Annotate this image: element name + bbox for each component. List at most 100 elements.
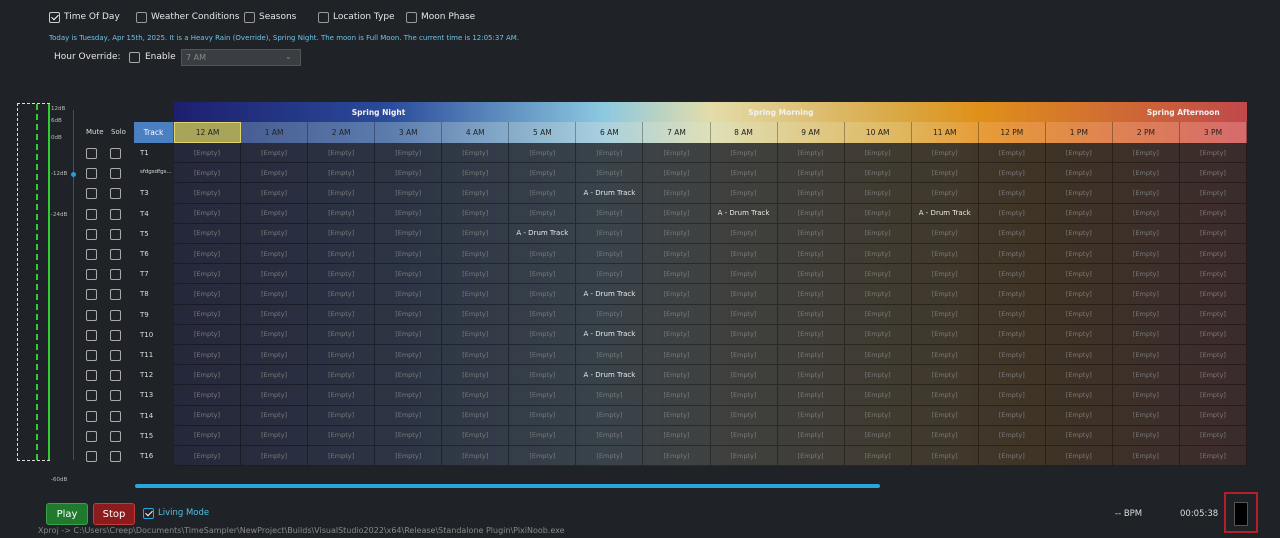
empty-slot[interactable]: [Empty] <box>710 345 778 366</box>
empty-slot[interactable]: [Empty] <box>1179 284 1247 305</box>
empty-slot[interactable]: [Empty] <box>1112 203 1180 224</box>
enable-checkbox[interactable] <box>129 52 140 63</box>
empty-slot[interactable]: [Empty] <box>241 284 309 305</box>
empty-slot[interactable]: [Empty] <box>576 143 644 164</box>
empty-slot[interactable]: [Empty] <box>576 385 644 406</box>
solo-checkbox[interactable] <box>110 148 121 159</box>
mute-checkbox[interactable] <box>86 309 97 321</box>
empty-slot[interactable]: [Empty] <box>308 365 376 386</box>
scrollbar[interactable] <box>135 484 880 488</box>
empty-slot[interactable]: [Empty] <box>911 365 979 386</box>
empty-slot[interactable]: [Empty] <box>978 324 1046 345</box>
empty-slot[interactable]: [Empty] <box>911 405 979 426</box>
empty-slot[interactable]: [Empty] <box>978 385 1046 406</box>
empty-slot[interactable]: [Empty] <box>643 345 711 366</box>
empty-slot[interactable]: [Empty] <box>643 244 711 265</box>
empty-slot[interactable]: [Empty] <box>509 284 577 305</box>
empty-slot[interactable]: [Empty] <box>777 425 845 446</box>
track-name[interactable]: T1 <box>140 149 149 157</box>
empty-slot[interactable]: [Empty] <box>1045 304 1113 325</box>
empty-slot[interactable]: [Empty] <box>710 244 778 265</box>
empty-slot[interactable]: [Empty] <box>978 284 1046 305</box>
empty-slot[interactable]: [Empty] <box>911 385 979 406</box>
empty-slot[interactable]: [Empty] <box>777 203 845 224</box>
solo-checkbox[interactable] <box>110 370 121 382</box>
hour-select[interactable]: 7 AM <box>181 49 301 66</box>
empty-slot[interactable]: [Empty] <box>1179 324 1247 345</box>
empty-slot[interactable]: [Empty] <box>777 223 845 244</box>
empty-slot[interactable]: [Empty] <box>1112 405 1180 426</box>
empty-slot[interactable]: [Empty] <box>375 163 443 184</box>
empty-slot[interactable]: [Empty] <box>777 304 845 325</box>
empty-slot[interactable]: [Empty] <box>375 405 443 426</box>
empty-slot[interactable]: [Empty] <box>643 143 711 164</box>
empty-slot[interactable]: [Empty] <box>1112 244 1180 265</box>
empty-slot[interactable]: [Empty] <box>911 264 979 285</box>
filter-checkbox[interactable] <box>49 12 60 23</box>
empty-slot[interactable]: [Empty] <box>643 284 711 305</box>
filter-checkbox[interactable] <box>406 12 417 23</box>
empty-slot[interactable]: [Empty] <box>241 425 309 446</box>
empty-slot[interactable]: [Empty] <box>844 345 912 366</box>
empty-slot[interactable]: [Empty] <box>777 284 845 305</box>
track-name[interactable]: T9 <box>140 310 149 319</box>
empty-slot[interactable]: [Empty] <box>509 365 577 386</box>
empty-slot[interactable]: [Empty] <box>308 163 376 184</box>
empty-slot[interactable]: [Empty] <box>308 324 376 345</box>
empty-slot[interactable]: [Empty] <box>1179 304 1247 325</box>
empty-slot[interactable]: [Empty] <box>1179 203 1247 224</box>
resize-box[interactable] <box>1224 492 1258 533</box>
empty-slot[interactable]: [Empty] <box>308 405 376 426</box>
mute-checkbox[interactable] <box>86 430 97 442</box>
empty-slot[interactable]: [Empty] <box>174 264 242 285</box>
empty-slot[interactable]: [Empty] <box>710 143 778 164</box>
empty-slot[interactable]: [Empty] <box>911 244 979 265</box>
mute-checkbox[interactable] <box>86 228 97 240</box>
empty-slot[interactable]: [Empty] <box>174 304 242 325</box>
empty-slot[interactable]: [Empty] <box>375 324 443 345</box>
empty-slot[interactable]: [Empty] <box>174 425 242 446</box>
empty-slot[interactable]: [Empty] <box>174 385 242 406</box>
empty-slot[interactable]: [Empty] <box>442 244 510 265</box>
empty-slot[interactable]: [Empty] <box>643 264 711 285</box>
track-name[interactable]: sfdgsdfgs... <box>140 169 172 176</box>
empty-slot[interactable]: [Empty] <box>375 425 443 446</box>
solo-checkbox[interactable] <box>110 410 121 422</box>
solo-checkbox[interactable] <box>110 430 121 442</box>
empty-slot[interactable]: [Empty] <box>777 163 845 184</box>
mute-checkbox[interactable] <box>86 451 97 462</box>
empty-slot[interactable]: [Empty] <box>710 223 778 244</box>
empty-slot[interactable]: [Empty] <box>844 244 912 265</box>
empty-slot[interactable]: [Empty] <box>1045 405 1113 426</box>
empty-slot[interactable]: [Empty] <box>844 284 912 305</box>
empty-slot[interactable]: [Empty] <box>710 304 778 325</box>
track-name[interactable]: T4 <box>140 209 149 218</box>
empty-slot[interactable]: [Empty] <box>1045 223 1113 244</box>
empty-slot[interactable]: [Empty] <box>308 264 376 285</box>
empty-slot[interactable]: [Empty] <box>241 163 309 184</box>
empty-slot[interactable]: [Empty] <box>1045 385 1113 406</box>
track-name[interactable]: T5 <box>140 229 149 238</box>
empty-slot[interactable]: [Empty] <box>777 143 845 164</box>
track-name[interactable]: T13 <box>140 391 154 400</box>
solo-checkbox[interactable] <box>110 269 121 281</box>
track-name[interactable]: T6 <box>140 250 149 258</box>
empty-slot[interactable]: [Empty] <box>844 425 912 446</box>
empty-slot[interactable]: [Empty] <box>978 365 1046 386</box>
empty-slot[interactable]: [Empty] <box>643 324 711 345</box>
mute-checkbox[interactable] <box>86 208 97 220</box>
empty-slot[interactable]: [Empty] <box>978 425 1046 446</box>
empty-slot[interactable]: [Empty] <box>174 183 242 204</box>
empty-slot[interactable]: [Empty] <box>844 223 912 244</box>
empty-slot[interactable]: [Empty] <box>375 223 443 244</box>
empty-slot[interactable]: [Empty] <box>241 203 309 224</box>
empty-slot[interactable]: [Empty] <box>643 223 711 244</box>
empty-slot[interactable]: [Empty] <box>375 203 443 224</box>
empty-slot[interactable]: [Empty] <box>509 244 577 265</box>
empty-slot[interactable]: [Empty] <box>978 223 1046 244</box>
empty-slot[interactable]: [Empty] <box>308 345 376 366</box>
solo-checkbox[interactable] <box>110 208 121 220</box>
filter-label[interactable]: Location Type <box>333 12 395 22</box>
living-mode-checkbox[interactable] <box>143 508 154 519</box>
clip-slot[interactable]: A - Drum Track <box>576 284 644 305</box>
